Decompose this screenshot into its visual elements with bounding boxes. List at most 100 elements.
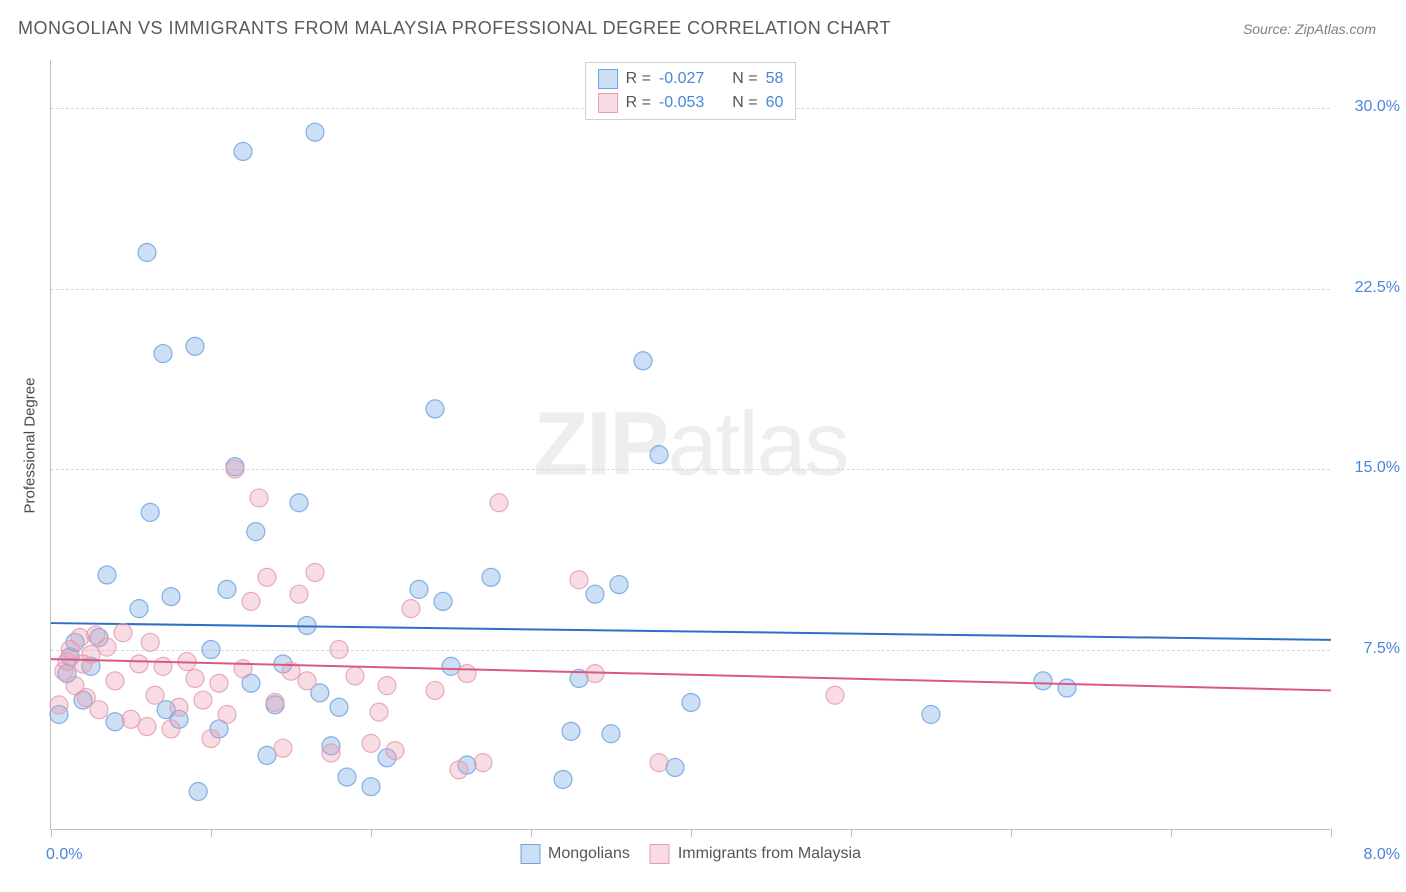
scatter-point <box>1058 679 1076 697</box>
scatter-point <box>426 681 444 699</box>
n-label: N = <box>732 94 757 112</box>
r-label: R = <box>626 70 651 88</box>
scatter-point <box>186 337 204 355</box>
x-tick <box>691 829 692 837</box>
x-tick-label: 8.0% <box>1364 846 1400 864</box>
scatter-point <box>98 566 116 584</box>
x-tick <box>1171 829 1172 837</box>
scatter-point <box>122 710 140 728</box>
series-legend-label: Immigrants from Malaysia <box>678 845 861 863</box>
y-tick-label: 30.0% <box>1355 98 1400 116</box>
scatter-point <box>242 592 260 610</box>
scatter-point <box>610 576 628 594</box>
scatter-point <box>210 674 228 692</box>
scatter-point <box>458 665 476 683</box>
scatter-point <box>106 672 124 690</box>
scatter-point <box>634 352 652 370</box>
scatter-point <box>146 686 164 704</box>
scatter-point <box>650 446 668 464</box>
scatter-point <box>554 770 572 788</box>
scatter-point <box>482 568 500 586</box>
scatter-point <box>386 742 404 760</box>
scatter-point <box>410 580 428 598</box>
legend-swatch-icon <box>650 844 670 864</box>
scatter-point <box>586 585 604 603</box>
scatter-point <box>50 696 68 714</box>
x-tick <box>1011 829 1012 837</box>
x-tick <box>371 829 372 837</box>
scatter-point <box>234 660 252 678</box>
scatter-point <box>247 523 265 541</box>
scatter-point <box>434 592 452 610</box>
scatter-point <box>226 460 244 478</box>
scatter-point <box>338 768 356 786</box>
scatter-point <box>141 633 159 651</box>
scatter-point <box>154 345 172 363</box>
header: MONGOLIAN VS IMMIGRANTS FROM MALAYSIA PR… <box>18 18 1376 39</box>
source-attribution: Source: ZipAtlas.com <box>1243 21 1376 37</box>
y-tick-label: 7.5% <box>1364 640 1400 658</box>
scatter-point <box>138 244 156 262</box>
scatter-point <box>570 571 588 589</box>
scatter-point <box>426 400 444 418</box>
scatter-point <box>826 686 844 704</box>
series-legend-label: Mongolians <box>548 845 630 863</box>
scatter-point <box>290 494 308 512</box>
scatter-point <box>490 494 508 512</box>
scatter-point <box>114 624 132 642</box>
scatter-point <box>666 758 684 776</box>
scatter-point <box>202 641 220 659</box>
n-value: 60 <box>766 94 784 112</box>
x-tick <box>531 829 532 837</box>
scatter-point <box>162 588 180 606</box>
scatter-point <box>194 691 212 709</box>
scatter-point <box>562 722 580 740</box>
scatter-point <box>202 730 220 748</box>
scatter-point <box>162 720 180 738</box>
chart-title: MONGOLIAN VS IMMIGRANTS FROM MALAYSIA PR… <box>18 18 891 39</box>
scatter-point <box>106 713 124 731</box>
legend-swatch-icon <box>598 93 618 113</box>
scatter-point <box>330 641 348 659</box>
x-tick <box>1331 829 1332 837</box>
scatter-point <box>218 580 236 598</box>
source-prefix: Source: <box>1243 21 1295 37</box>
scatter-point <box>186 669 204 687</box>
scatter-point <box>298 672 316 690</box>
y-tick-label: 15.0% <box>1355 459 1400 477</box>
correlation-legend-row: R = -0.027 N = 58 <box>598 67 784 91</box>
scatter-point <box>130 600 148 618</box>
scatter-point <box>71 629 89 647</box>
scatter-point <box>154 657 172 675</box>
scatter-point <box>250 489 268 507</box>
r-label: R = <box>626 94 651 112</box>
scatter-point <box>1034 672 1052 690</box>
x-tick <box>851 829 852 837</box>
scatter-point <box>258 746 276 764</box>
scatter-point <box>170 698 188 716</box>
r-value: -0.053 <box>659 94 704 112</box>
scatter-point <box>378 677 396 695</box>
scatter-svg <box>51 60 1330 829</box>
scatter-point <box>346 667 364 685</box>
scatter-point <box>682 693 700 711</box>
scatter-point <box>370 703 388 721</box>
legend-swatch-icon <box>520 844 540 864</box>
series-legend: Mongolians Immigrants from Malaysia <box>520 844 861 864</box>
scatter-point <box>602 725 620 743</box>
scatter-point <box>189 783 207 801</box>
n-label: N = <box>732 70 757 88</box>
scatter-point <box>442 657 460 675</box>
scatter-point <box>306 123 324 141</box>
scatter-point <box>266 693 284 711</box>
scatter-point <box>922 706 940 724</box>
series-legend-item: Immigrants from Malaysia <box>650 844 861 864</box>
scatter-point <box>474 754 492 772</box>
y-axis-label-container: Professional Degree <box>20 60 40 830</box>
x-tick <box>211 829 212 837</box>
scatter-point <box>330 698 348 716</box>
legend-swatch-icon <box>598 69 618 89</box>
scatter-point <box>98 638 116 656</box>
scatter-point <box>130 655 148 673</box>
r-value: -0.027 <box>659 70 704 88</box>
